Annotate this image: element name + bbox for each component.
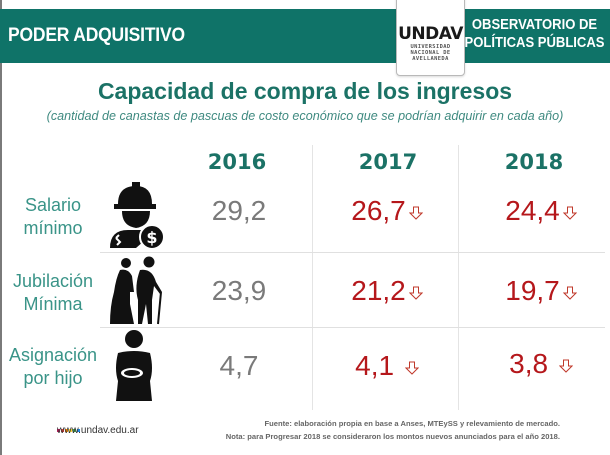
- value-salario-2016: 29,2: [211, 195, 267, 226]
- undav-logo: UNDAV UNIVERSIDAD NACIONAL DE AVELLANEDA: [396, 0, 465, 76]
- logo-text-line1: UNIVERSIDAD: [410, 44, 451, 50]
- row-label-asignacion: Asignación por hijo: [4, 344, 102, 390]
- color-dot: [61, 429, 64, 432]
- down-arrow-icon: [404, 361, 419, 375]
- color-dot: [77, 429, 80, 432]
- footer-notes: Fuente: elaboración propia en base a Ans…: [226, 417, 560, 443]
- row-label-line: Jubilación: [12, 271, 94, 291]
- value-text: 21,2: [351, 275, 406, 306]
- svg-text:$: $: [146, 228, 157, 247]
- value-asignacion-2017: 4,1: [322, 350, 452, 382]
- value-salario-2017: 26,7: [322, 195, 452, 227]
- value-asignacion-2016: 4,7: [219, 350, 259, 381]
- row-label-salario: Salario mínimo: [4, 194, 102, 240]
- row-label-line: por hijo: [23, 368, 83, 388]
- value-salario-2018: 24,4: [476, 195, 606, 227]
- color-dot: [57, 429, 60, 432]
- value-text: 4,1: [355, 350, 395, 381]
- logo-mark: UNDAV: [398, 24, 463, 44]
- color-dot: [73, 429, 76, 432]
- value-text: 3,8: [509, 348, 549, 379]
- footer-website-link[interactable]: www.undav.edu.ar: [57, 425, 139, 436]
- value-text: 19,7: [505, 275, 560, 306]
- value-asignacion-2018: 3,8: [476, 348, 606, 380]
- footer-source: Fuente: elaboración propia en base a Ans…: [264, 419, 560, 428]
- mother-baby-icon: [116, 330, 152, 401]
- row-label-line: mínimo: [23, 218, 83, 238]
- value-text: 26,7: [351, 195, 406, 226]
- value-text: 24,4: [505, 195, 560, 226]
- page-title: Capacidad de compra de los ingresos: [97, 78, 513, 104]
- row-divider: [100, 327, 605, 328]
- row-divider: [100, 252, 605, 253]
- row-label-line: Asignación: [8, 345, 98, 365]
- brand-color-dots: [57, 419, 81, 437]
- year-header-2016: 2016: [207, 150, 267, 174]
- grid-divider: [458, 145, 459, 410]
- row-label-jubilacion: Jubilación Mínima: [4, 270, 102, 316]
- logo-text-line3: AVELLANEDA: [412, 56, 449, 62]
- page-left-border: [0, 0, 2, 455]
- color-dot: [69, 429, 72, 432]
- down-arrow-icon: [562, 286, 577, 300]
- value-jubilacion-2017: 21,2: [322, 275, 452, 307]
- year-header-2017: 2017: [358, 150, 418, 174]
- observatorio-line2: POLÍTICAS PÚBLICAS: [464, 35, 604, 51]
- elderly-couple-icon: [110, 256, 162, 325]
- header-bar: [0, 9, 610, 63]
- observatorio-title: OBSERVATORIO DE POLÍTICAS PÚBLICAS: [464, 16, 604, 52]
- down-arrow-icon: [408, 286, 423, 300]
- grid-divider: [312, 145, 313, 410]
- down-arrow-icon: [562, 206, 577, 220]
- color-dot: [65, 429, 68, 432]
- worker-salary-icon: $: [110, 182, 165, 250]
- footer-note: Nota: para Progresar 2018 se consideraro…: [225, 432, 560, 441]
- logo-text-line2: NACIONAL DE: [410, 50, 451, 56]
- down-arrow-icon: [408, 206, 423, 220]
- section-title: PODER ADQUISITIVO: [8, 25, 185, 46]
- row-label-line: Salario: [24, 195, 82, 215]
- down-arrow-icon: [558, 359, 573, 373]
- value-jubilacion-2018: 19,7: [476, 275, 606, 307]
- row-label-line: Mínima: [23, 294, 83, 314]
- page-subtitle: (cantidad de canastas de pascuas de cost…: [46, 109, 564, 123]
- observatorio-line1: OBSERVATORIO DE: [471, 17, 597, 33]
- value-jubilacion-2016: 23,9: [211, 275, 267, 306]
- year-header-2018: 2018: [504, 150, 564, 174]
